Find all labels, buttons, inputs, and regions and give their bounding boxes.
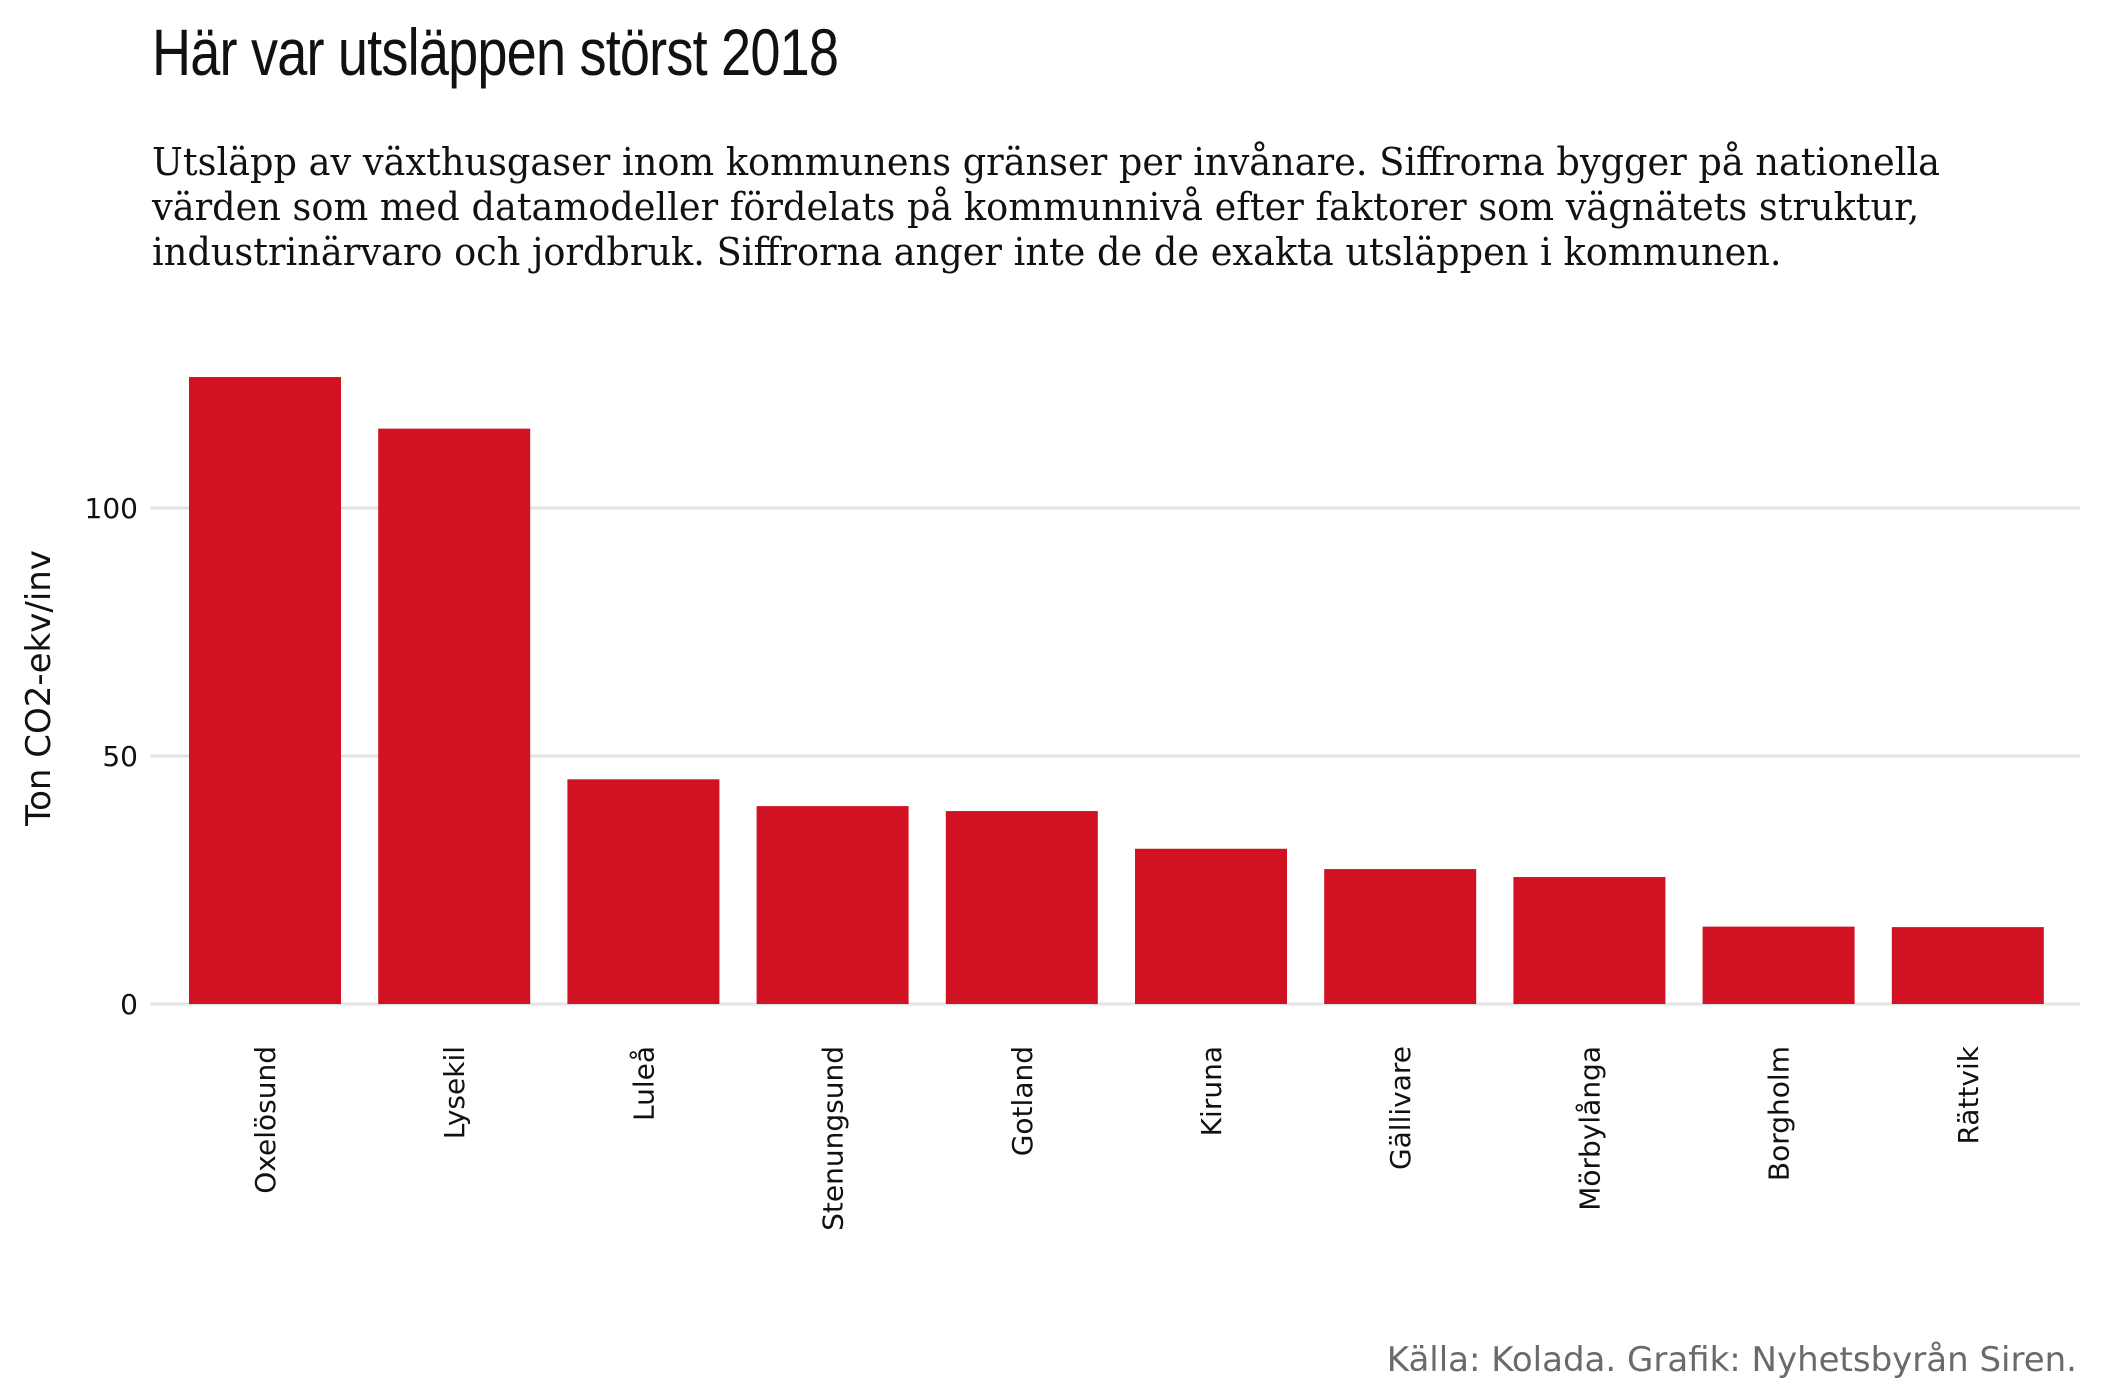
y-tick-labels: 0 50 100 xyxy=(85,492,138,1021)
chart-title: Här var utsläppen störst 2018 xyxy=(152,15,839,89)
source-caption: Källa: Kolada. Grafik: Nyhetsbyrån Siren… xyxy=(1386,1340,2077,1380)
y-axis-label: Ton CO2-ekv/inv xyxy=(19,550,59,827)
bar-chart: 0 50 100 Oxelösund Lysekil Luleå Stenungsund G… xyxy=(19,377,2080,1231)
subtitle-line-2: värden som med datamodeller fördelats på… xyxy=(152,185,1920,229)
bar-kiruna xyxy=(1135,848,1287,1004)
x-tick-label: Rättvik xyxy=(1952,1045,1985,1144)
subtitle-line-3: industrinärvaro och jordbruk. Siffrorna … xyxy=(152,230,1782,274)
bar-luleå xyxy=(567,779,720,1004)
x-tick-label: Oxelösund xyxy=(249,1046,282,1194)
x-tick-label: Gällivare xyxy=(1384,1046,1417,1170)
y-tick-label: 50 xyxy=(102,740,138,773)
bar-rättvik xyxy=(1891,927,2044,1004)
subtitle-line-1: Utsläpp av växthusgaser inom kommunens g… xyxy=(152,140,1941,184)
bar-oxelösund xyxy=(189,377,341,1004)
x-tick-labels: Oxelösund Lysekil Luleå Stenungsund Gotland K… xyxy=(249,1045,1985,1231)
y-tick-label: 0 xyxy=(120,988,138,1021)
y-tick-label: 100 xyxy=(85,492,138,525)
bar-gotland xyxy=(945,811,1098,1004)
bar-stenungsund xyxy=(756,806,909,1004)
bar-mörbylånga xyxy=(1513,877,1666,1004)
x-tick-label: Mörbylånga xyxy=(1573,1046,1606,1211)
x-tick-label: Luleå xyxy=(627,1046,660,1121)
x-tick-label: Gotland xyxy=(1006,1046,1039,1156)
x-tick-label: Borgholm xyxy=(1763,1046,1796,1181)
bar-gällivare xyxy=(1324,869,1477,1004)
x-tick-label: Kiruna xyxy=(1195,1046,1228,1136)
bar-layer xyxy=(189,377,2044,1004)
chart-subtitle: Utsläpp av växthusgaser inom kommunens g… xyxy=(152,140,1940,275)
x-tick-label: Stenungsund xyxy=(817,1046,850,1231)
x-tick-label: Lysekil xyxy=(438,1046,471,1139)
bar-borgholm xyxy=(1702,926,1855,1004)
bar-lysekil xyxy=(378,428,531,1004)
